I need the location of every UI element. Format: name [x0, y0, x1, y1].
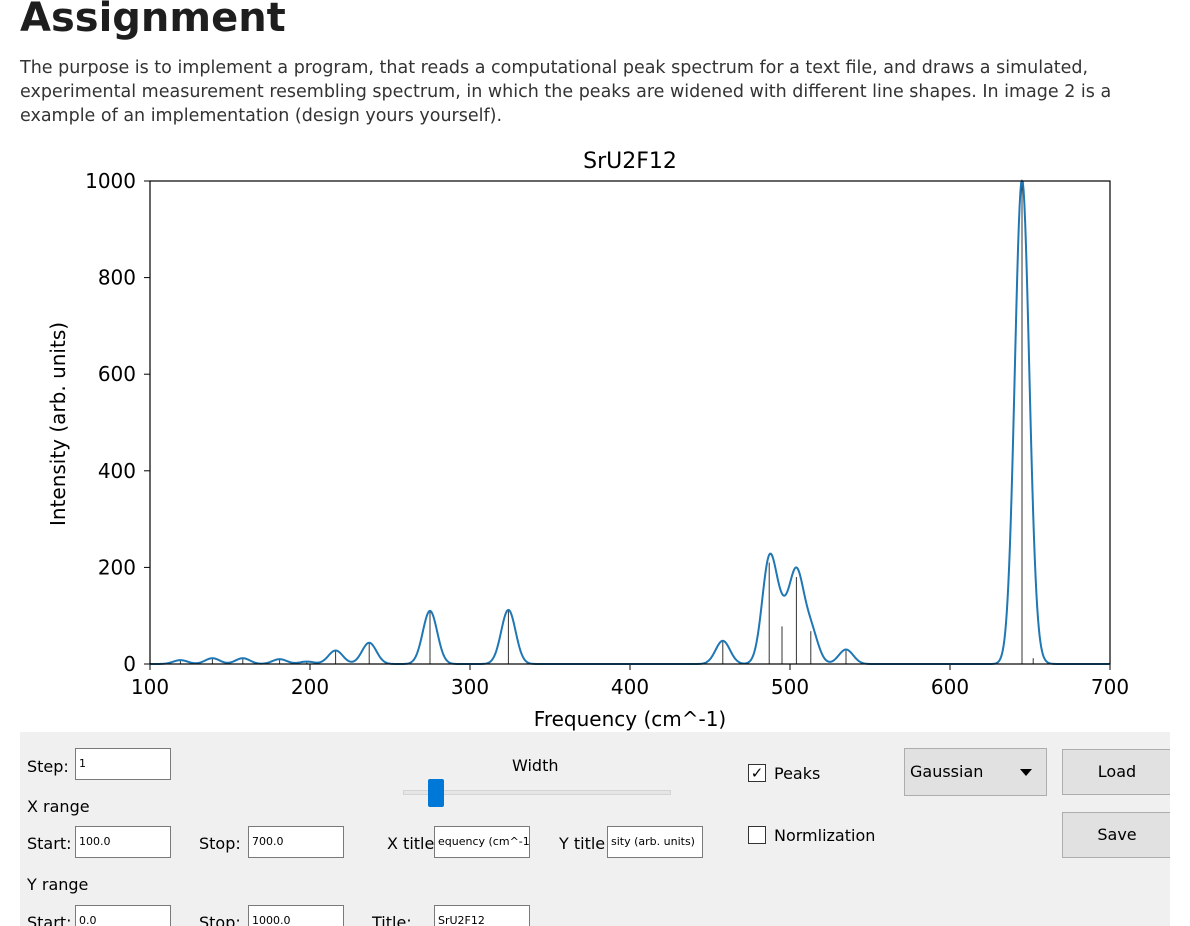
peaks-label: Peaks: [774, 764, 821, 783]
save-button[interactable]: Save: [1062, 812, 1170, 858]
x-tick-label: 600: [931, 675, 969, 699]
y-title-input[interactable]: sity (arb. units): [607, 826, 703, 858]
width-label: Width: [512, 756, 559, 775]
y-tick-label: 0: [123, 652, 136, 676]
y-axis-label: Intensity (arb. units): [46, 322, 70, 526]
x-title-label: X title:: [387, 834, 440, 853]
y-range-label: Y range: [27, 875, 89, 894]
plot-frame: [149, 180, 1111, 665]
step-input[interactable]: 1: [75, 748, 171, 780]
y-start-label: Start:: [27, 913, 72, 926]
normalization-checkbox[interactable]: [748, 826, 766, 844]
x-axis-ticks: 100 200 300 400 500 600 700: [131, 664, 1129, 699]
y-title-label: Y title:: [559, 834, 611, 853]
x-axis-label: Frequency (cm^-1): [534, 707, 726, 731]
x-tick-label: 100: [131, 675, 169, 699]
y-tick-label: 200: [98, 555, 136, 579]
spectrum-chart: SrU2F12 0 200 400 600 800 1000 100 200 300 400 50…: [46, 149, 1129, 731]
step-label: Step:: [27, 757, 69, 776]
page-heading: Assignment: [20, 0, 286, 41]
x-tick-label: 200: [291, 675, 329, 699]
y-tick-label: 400: [98, 459, 136, 483]
y-stop-label: Stop:: [199, 913, 241, 926]
x-tick-label: 400: [611, 675, 649, 699]
peaks-checkbox[interactable]: ✓: [748, 764, 766, 782]
x-tick-label: 300: [451, 675, 489, 699]
chart-title: SrU2F12: [583, 149, 677, 174]
x-tick-label: 700: [1091, 675, 1129, 699]
x-start-input[interactable]: 100.0: [75, 826, 171, 858]
x-start-label: Start:: [27, 834, 72, 853]
load-button[interactable]: Load: [1062, 749, 1170, 795]
chevron-down-icon: [1020, 769, 1032, 776]
width-slider-track[interactable]: [403, 790, 671, 795]
spectrum-line: [150, 179, 1110, 665]
x-title-input[interactable]: equency (cm^-1: [434, 826, 530, 858]
peak-sticks: [179, 181, 1034, 664]
control-panel: Step: 1 Width ✓ Peaks Gaussian Load Save…: [20, 732, 1170, 926]
x-stop-label: Stop:: [199, 834, 241, 853]
y-tick-label: 1000: [85, 169, 136, 193]
x-range-label: X range: [27, 797, 90, 816]
title-label: Title:: [372, 913, 412, 926]
x-tick-label: 500: [771, 675, 809, 699]
x-stop-input[interactable]: 700.0: [248, 826, 344, 858]
lineshape-dropdown[interactable]: Gaussian: [904, 748, 1047, 796]
y-tick-label: 600: [98, 362, 136, 386]
y-axis-ticks: 0 200 400 600 800 1000: [85, 169, 150, 676]
normalization-label: Normlization: [774, 826, 876, 845]
y-tick-label: 800: [98, 266, 136, 290]
y-start-input[interactable]: 0.0: [75, 905, 171, 926]
y-stop-input[interactable]: 1000.0: [248, 905, 344, 926]
title-input[interactable]: SrU2F12: [434, 905, 530, 926]
width-slider-handle[interactable]: [428, 779, 445, 807]
intro-paragraph: The purpose is to implement a program, t…: [20, 58, 1112, 126]
lineshape-value: Gaussian: [910, 762, 984, 781]
